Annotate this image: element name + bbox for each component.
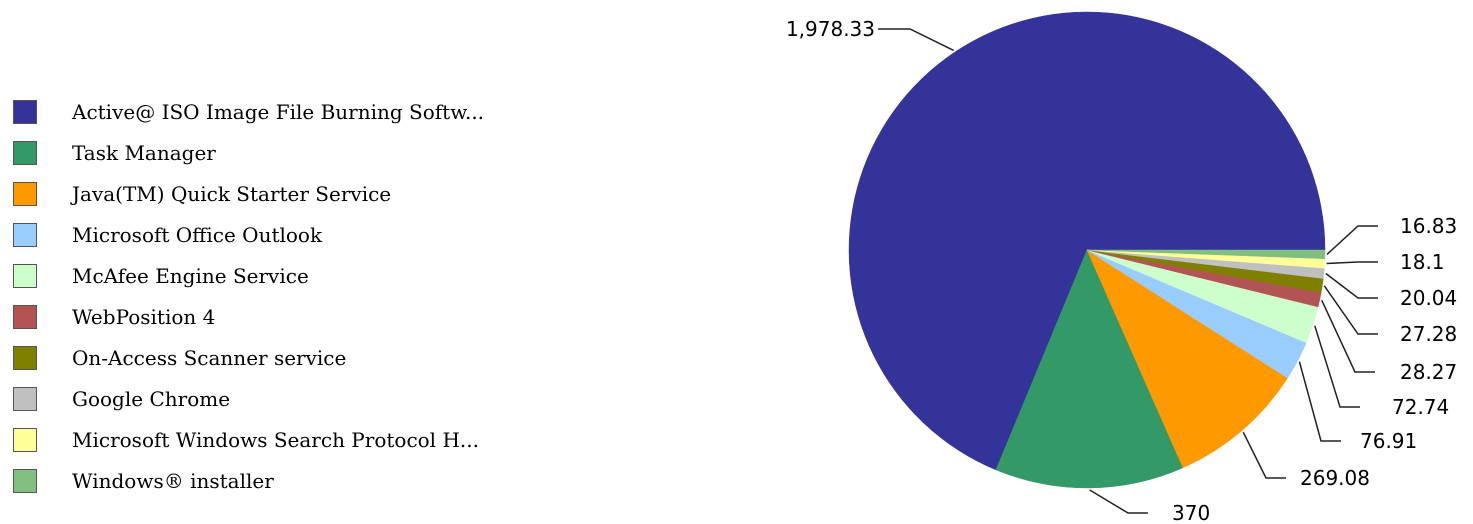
- slice-value-label: 20.04: [1400, 286, 1457, 310]
- legend-item: Windows® installer: [13, 467, 573, 508]
- legend-label: Task Manager: [72, 141, 216, 165]
- leader-line: [1321, 299, 1375, 373]
- legend-label: Microsoft Office Outlook: [72, 223, 323, 247]
- slice-value-label: 370: [1172, 501, 1210, 524]
- legend-swatch: [13, 264, 37, 288]
- leader-line: [1326, 225, 1378, 255]
- leader-line: [1089, 489, 1148, 514]
- legend-item: WebPosition 4: [13, 303, 573, 344]
- leader-line: [1242, 431, 1286, 479]
- slice-value-label: 72.74: [1392, 395, 1449, 419]
- value-labels: 1,978.33 370 269.08 76.91 72.74 28.27 27.28 20.…: [786, 17, 1457, 524]
- legend-item: Microsoft Office Outlook: [13, 221, 573, 262]
- legend-item: Google Chrome: [13, 385, 573, 426]
- slice-value-label: 27.28: [1400, 322, 1457, 346]
- pie-slice: [1086, 249, 1288, 469]
- pie-slices: [848, 11, 1326, 489]
- legend-label: Microsoft Windows Search Protocol H...: [72, 428, 479, 452]
- legend-swatch: [13, 100, 37, 124]
- legend-item: Task Manager: [13, 139, 573, 180]
- legend-swatch: [13, 305, 37, 329]
- legend-swatch: [13, 469, 37, 493]
- leader-line: [878, 28, 954, 52]
- pie-slice: [995, 249, 1184, 489]
- legend-item: McAfee Engine Service: [13, 262, 573, 303]
- leader-line: [1314, 325, 1360, 408]
- leader-line: [1298, 361, 1341, 442]
- legend-swatch: [13, 141, 37, 165]
- slice-value-label: 16.83: [1400, 214, 1457, 238]
- legend-swatch: [13, 428, 37, 452]
- legend-item: Java(TM) Quick Starter Service: [13, 180, 573, 221]
- chart-legend: Active@ ISO Image File Burning Softw... T…: [13, 98, 573, 508]
- legend-label: Java(TM) Quick Starter Service: [72, 182, 392, 206]
- legend-label: McAfee Engine Service: [72, 264, 309, 288]
- leader-line: [1326, 261, 1378, 265]
- legend-item: Active@ ISO Image File Burning Softw...: [13, 98, 573, 139]
- legend-label: Active@ ISO Image File Burning Softw...: [72, 100, 485, 124]
- legend-swatch: [13, 387, 37, 411]
- leader-line: [1323, 285, 1378, 335]
- legend-label: WebPosition 4: [72, 305, 216, 329]
- slice-value-label: 1,978.33: [786, 17, 875, 41]
- slice-value-label: 269.08: [1300, 466, 1370, 490]
- legend-swatch: [13, 182, 37, 206]
- leader-line: [1325, 272, 1378, 299]
- slice-value-label: 76.91: [1360, 429, 1417, 453]
- legend-label: Windows® installer: [72, 469, 274, 493]
- pie-slice: [1086, 249, 1326, 260]
- slice-value-label: 28.27: [1400, 360, 1457, 384]
- slice-value-label: 18.1: [1400, 250, 1445, 274]
- legend-swatch: [13, 346, 37, 370]
- legend-label: Google Chrome: [72, 387, 231, 411]
- legend-swatch: [13, 223, 37, 247]
- label-leaders: [878, 28, 1378, 514]
- legend-label: On-Access Scanner service: [72, 346, 347, 370]
- legend-item: Microsoft Windows Search Protocol H...: [13, 426, 573, 467]
- legend-item: On-Access Scanner service: [13, 344, 573, 385]
- pie-slice: [848, 11, 1326, 471]
